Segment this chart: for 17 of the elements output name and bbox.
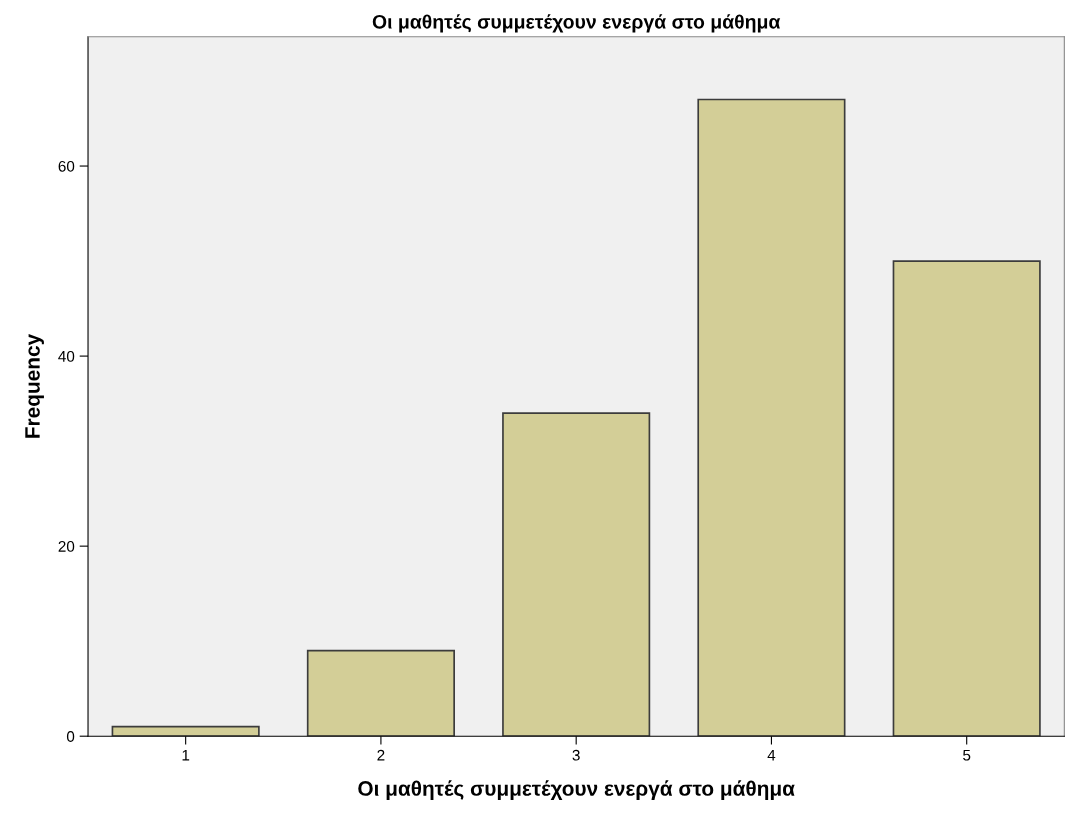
bar [502,412,651,737]
x-tick-label: 1 [182,749,190,761]
x-tick-label: 4 [767,749,776,761]
x-tick-label: 2 [377,749,385,761]
bar [111,725,260,737]
chart-title: Οι μαθητές συμμετέχουν ενεργά στο μάθημα [372,14,781,33]
x-tick-label: 3 [572,749,580,761]
bar [697,98,846,737]
bar [306,649,455,737]
y-tick-label: 60 [58,160,75,172]
x-tick-label: 5 [963,749,971,761]
bar [892,260,1041,737]
y-axis-title: Frequency [25,333,44,438]
y-tick-label: 0 [66,731,75,742]
x-axis-title: Οι μαθητές συμμετέχουν ενεργά στο μάθημα [358,780,795,800]
y-tick-label: 20 [58,541,75,552]
y-tick-label: 40 [58,350,75,362]
